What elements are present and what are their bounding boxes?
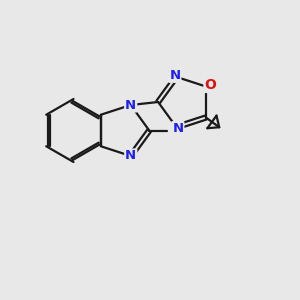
Text: N: N <box>169 69 180 82</box>
Text: N: N <box>172 122 183 135</box>
Text: N: N <box>125 98 136 112</box>
Text: N: N <box>125 149 136 163</box>
Text: O: O <box>204 78 216 92</box>
